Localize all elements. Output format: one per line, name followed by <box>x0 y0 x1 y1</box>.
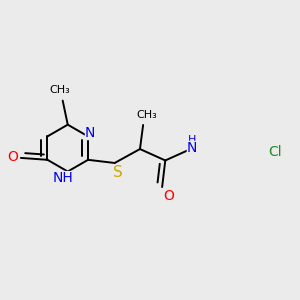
Text: Cl: Cl <box>268 145 282 159</box>
Text: N: N <box>187 141 197 155</box>
Text: S: S <box>113 165 123 180</box>
Text: N: N <box>85 126 95 140</box>
Text: NH: NH <box>52 171 73 185</box>
Text: H: H <box>188 135 196 145</box>
Text: O: O <box>163 189 174 203</box>
Text: CH₃: CH₃ <box>49 85 70 95</box>
Text: CH₃: CH₃ <box>136 110 157 121</box>
Text: O: O <box>7 150 18 164</box>
